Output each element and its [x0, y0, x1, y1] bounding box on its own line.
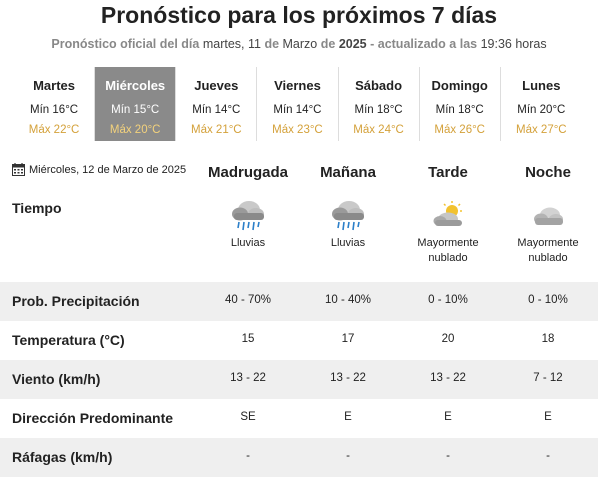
partly-cloudy-night-icon: [534, 207, 563, 225]
row-viento: Viento (km/h) 13 - 22 13 - 22 13 - 22 7 …: [0, 360, 598, 399]
row-label: Temperatura (°C): [12, 332, 125, 348]
weather-description: Mayormente: [517, 237, 579, 249]
subtitle-date: martes, 11: [202, 37, 261, 51]
weather-description-line2: nublado: [528, 252, 568, 264]
row-label: Dirección Predominante: [12, 410, 174, 426]
row-value: 10 - 40%: [324, 294, 372, 306]
selected-date-text: Miércoles, 12 de Marzo de 2025: [29, 163, 187, 176]
day-min-temp: Mín 16°C: [30, 104, 79, 116]
day-max-temp: Máx 26°C: [434, 124, 485, 136]
day-min-temp: Mín 15°C: [111, 104, 160, 116]
page-subtitle: Pronóstico oficial del día martes, 11 de…: [0, 37, 598, 51]
row-value: SE: [240, 411, 256, 423]
day-min-temp: Mín 14°C: [192, 104, 241, 116]
day-max-temp: Máx 20°C: [109, 124, 161, 136]
row-label: Ráfagas (km/h): [12, 449, 113, 465]
column-header-madrugada: Madrugada: [207, 164, 288, 181]
column-header-noche: Noche: [525, 164, 571, 181]
weather-description: Lluvias: [230, 237, 266, 249]
day-name: Miércoles: [105, 78, 166, 93]
row-direccion: Dirección Predominante SE E E E: [0, 399, 598, 438]
row-value: 18: [541, 333, 555, 345]
weather-cell-madrugada: Lluvias: [198, 198, 298, 251]
row-value: E: [344, 411, 352, 423]
row-value: -: [246, 450, 250, 462]
day-name: Lunes: [522, 78, 561, 93]
day-name: Sábado: [355, 78, 403, 93]
row-rafagas: Ráfagas (km/h) - - - -: [0, 438, 598, 477]
row-value: 0 - 10%: [528, 294, 568, 306]
subtitle-year: 2025: [338, 37, 367, 51]
day-tab-viernes[interactable]: Viernes Mín 14°C Máx 23°C: [257, 67, 339, 141]
column-header-tarde: Tarde: [428, 164, 468, 181]
row-value: -: [546, 450, 550, 462]
rain-cloud-icon: [332, 201, 364, 231]
row-value: 7 - 12: [533, 372, 563, 384]
day-selector: Martes Mín 16°C Máx 22°C Miércoles Mín 1…: [14, 67, 582, 141]
day-min-temp: Mín 20°C: [517, 104, 566, 116]
day-max-temp: Máx 23°C: [272, 124, 323, 136]
day-name: Viernes: [274, 78, 321, 93]
day-tab-sabado[interactable]: Sábado Mín 18°C Máx 24°C: [339, 67, 420, 141]
row-prob-precipitacion: Prob. Precipitación 40 - 70% 10 - 40% 0 …: [0, 282, 598, 321]
day-max-temp: Máx 24°C: [353, 124, 404, 136]
row-label: Viento (km/h): [12, 371, 101, 387]
day-tab-jueves[interactable]: Jueves Mín 14°C Máx 21°C: [176, 67, 258, 141]
row-value: 40 - 70%: [224, 294, 272, 306]
subtitle-time: 19:36 horas: [480, 37, 547, 51]
rain-cloud-icon: [232, 201, 264, 231]
day-min-temp: Mín 18°C: [354, 104, 403, 116]
calendar-icon: [12, 163, 25, 176]
weather-cell-tarde: Mayormente nublado: [398, 198, 498, 266]
day-name: Domingo: [431, 78, 488, 93]
row-value: 13 - 22: [430, 372, 466, 384]
row-temperatura: Temperatura (°C) 15 17 20 18: [0, 321, 598, 360]
subtitle-month: Marzo: [282, 37, 318, 51]
subtitle-de: de: [264, 37, 280, 51]
weather-description-line2: nublado: [428, 252, 468, 264]
row-value: 15: [241, 333, 255, 345]
selected-date: Miércoles, 12 de Marzo de 2025: [12, 163, 186, 176]
row-value: 13 - 22: [230, 372, 266, 384]
day-min-temp: Mín 14°C: [273, 104, 322, 116]
weather-cell-manana: Lluvias: [298, 198, 398, 251]
row-value: -: [346, 450, 350, 462]
day-tab-domingo[interactable]: Domingo Mín 18°C Máx 26°C: [420, 67, 501, 141]
row-value: 0 - 10%: [428, 294, 468, 306]
row-label: Prob. Precipitación: [12, 293, 140, 309]
partly-cloudy-day-icon: [433, 201, 462, 226]
row-value: -: [446, 450, 450, 462]
day-tab-lunes[interactable]: Lunes Mín 20°C Máx 27°C: [501, 67, 582, 141]
page-title: Pronóstico para los próximos 7 días: [100, 2, 498, 28]
day-tab-miercoles[interactable]: Miércoles Mín 15°C Máx 20°C: [95, 67, 177, 141]
day-max-temp: Máx 27°C: [516, 124, 567, 136]
column-header-manana: Mañana: [320, 164, 376, 181]
row-value: 20: [441, 333, 455, 345]
subtitle-label: Pronóstico oficial del día: [51, 37, 200, 51]
row-value: E: [444, 411, 452, 423]
row-label-tiempo: Tiempo: [12, 200, 62, 216]
day-max-temp: Máx 21°C: [191, 124, 242, 136]
day-tab-martes[interactable]: Martes Mín 16°C Máx 22°C: [14, 67, 96, 141]
row-value: 17: [341, 333, 355, 345]
row-value: 13 - 22: [330, 372, 366, 384]
weather-description: Mayormente: [417, 237, 479, 249]
row-value: E: [544, 411, 552, 423]
day-max-temp: Máx 22°C: [28, 124, 80, 136]
subtitle-de: de: [320, 37, 336, 51]
weather-description: Lluvias: [330, 237, 366, 249]
weather-cell-noche: Mayormente nublado: [498, 198, 598, 266]
day-name: Jueves: [194, 78, 239, 93]
day-min-temp: Mín 18°C: [435, 104, 484, 116]
subtitle-updated-label: - actualizado a las: [370, 37, 478, 51]
day-name: Martes: [33, 78, 76, 93]
